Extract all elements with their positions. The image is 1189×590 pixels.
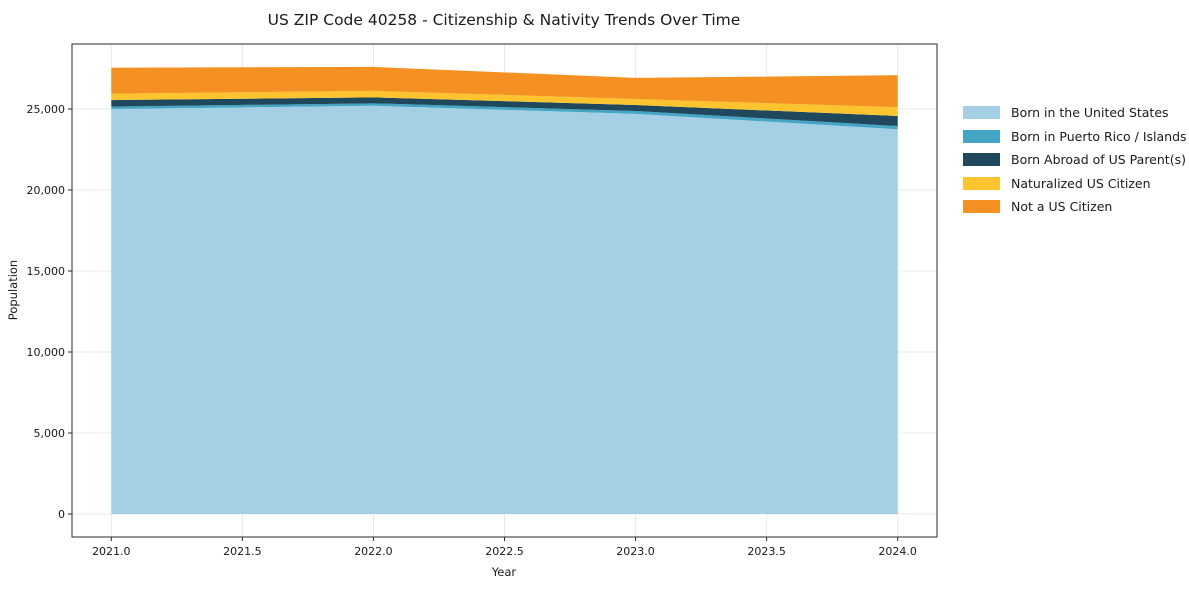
x-tick-label: 2023.0 [616, 545, 655, 558]
area-naturalized-us-citizen [111, 90, 898, 116]
legend-swatch-not-citizen [963, 200, 1000, 214]
y-tick-label: 0 [58, 508, 65, 521]
y-axis-label: Population [6, 260, 20, 320]
x-tick-label: 2023.5 [747, 545, 786, 558]
x-tick-label: 2022.0 [354, 545, 393, 558]
legend-label-born-us: Born in the United States [1011, 105, 1169, 121]
legend-item-not-citizen: Not a US Citizen [963, 195, 1187, 219]
y-tick-label: 15,000 [27, 265, 66, 278]
area-born-abroad-of-us-parent-s [111, 97, 898, 127]
legend-swatch-born-abroad [963, 153, 1000, 167]
legend-swatch-naturalized [963, 176, 1000, 190]
x-tick-label: 2021.0 [92, 545, 131, 558]
legend-swatch-born-us [963, 106, 1000, 120]
x-tick-label: 2024.0 [878, 545, 917, 558]
legend-label-born-abroad: Born Abroad of US Parent(s) [1011, 152, 1186, 168]
x-axis-label: Year [491, 565, 517, 579]
x-tick-label: 2021.5 [223, 545, 262, 558]
y-tick-label: 20,000 [27, 184, 66, 197]
legend-item-born-us: Born in the United States [963, 101, 1187, 125]
y-tick-label: 10,000 [27, 346, 66, 359]
y-tick-label: 25,000 [27, 103, 66, 116]
y-tick-label: 5,000 [34, 427, 66, 440]
legend-item-born-pr: Born in Puerto Rico / Islands [963, 125, 1187, 149]
legend-item-born-abroad: Born Abroad of US Parent(s) [963, 148, 1187, 172]
area-born-in-puerto-rico-islands [111, 103, 898, 130]
legend-item-naturalized: Naturalized US Citizen [963, 172, 1187, 196]
area-not-a-us-citizen [111, 66, 898, 108]
legend-label-born-pr: Born in Puerto Rico / Islands [1011, 128, 1187, 144]
chart-title: US ZIP Code 40258 - Citizenship & Nativi… [268, 11, 741, 29]
legend-swatch-born-pr [963, 129, 1000, 143]
legend-label-not-citizen: Not a US Citizen [1011, 199, 1113, 215]
legend: Born in the United States Born in Puerto… [963, 101, 1187, 219]
area-born-in-the-united-states [111, 105, 898, 514]
x-tick-label: 2022.5 [485, 545, 524, 558]
stacked-area-layer [111, 66, 898, 514]
axis-layer: 2021.0 2021.5 2022.0 2022.5 2023.0 2023.5 2024… [27, 43, 938, 558]
legend-label-naturalized: Naturalized US Citizen [1011, 175, 1151, 191]
